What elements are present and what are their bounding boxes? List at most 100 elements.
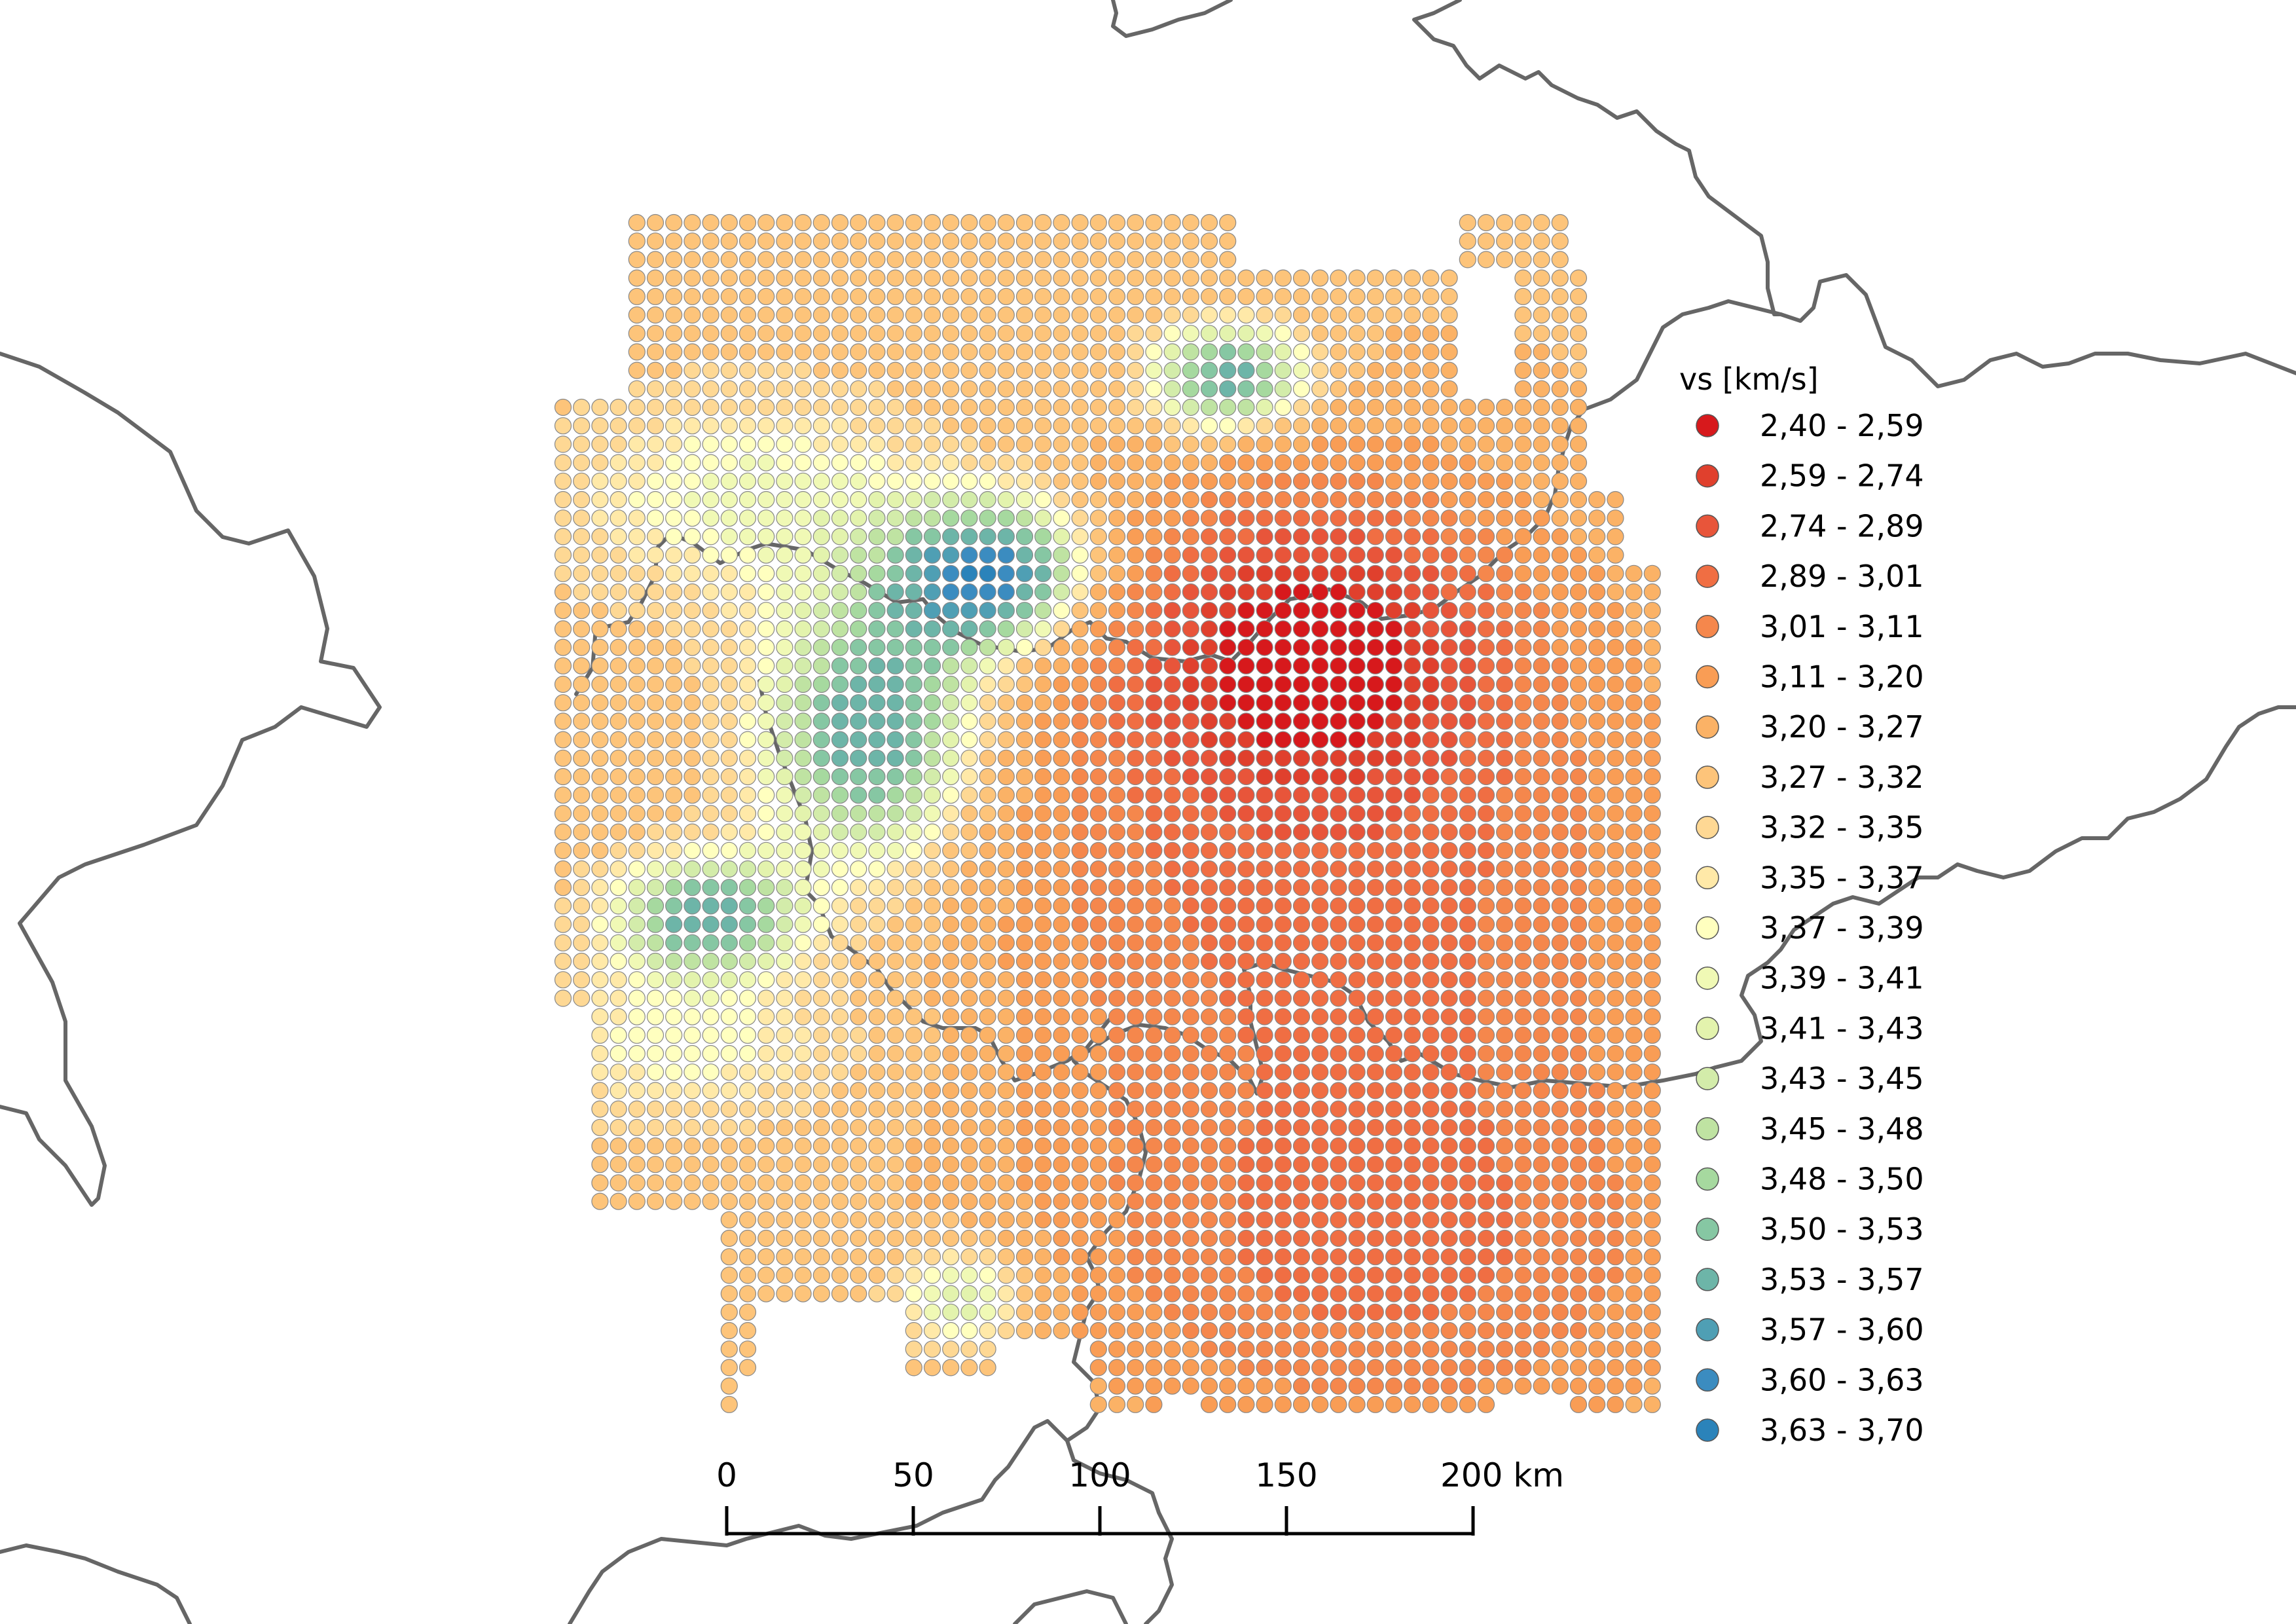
vs-dot xyxy=(776,417,793,435)
vs-dot xyxy=(702,287,720,305)
vs-dot xyxy=(1533,287,1550,305)
vs-dot xyxy=(1533,731,1550,748)
vs-dot xyxy=(665,1063,683,1081)
vs-dot xyxy=(1569,398,1588,416)
vs-dot xyxy=(1459,841,1476,859)
vs-dot xyxy=(610,1008,627,1025)
vs-dot xyxy=(1089,786,1107,804)
vs-dot xyxy=(1348,989,1366,1007)
vs-dot xyxy=(1182,509,1199,527)
vs-dot xyxy=(997,528,1015,545)
vs-dot xyxy=(1053,1266,1070,1284)
vs-dot xyxy=(942,1211,960,1228)
vs-dot xyxy=(1588,546,1606,564)
vs-dot xyxy=(1274,306,1292,324)
vs-dot xyxy=(868,380,886,397)
vs-dot xyxy=(1533,694,1550,712)
vs-dot xyxy=(1053,1063,1070,1081)
vs-dot xyxy=(702,490,720,509)
vs-dot xyxy=(923,638,941,656)
vs-dot xyxy=(683,251,701,268)
vs-dot xyxy=(683,361,701,379)
vs-dot xyxy=(1404,1082,1421,1099)
vs-dot xyxy=(1089,251,1107,268)
vs-dot xyxy=(1053,1044,1070,1063)
vs-dot xyxy=(1200,1340,1218,1358)
vs-dot xyxy=(1182,1137,1199,1155)
vs-dot xyxy=(720,934,738,951)
vs-dot xyxy=(812,1008,830,1025)
vs-dot xyxy=(683,897,701,915)
vs-dot xyxy=(1643,841,1661,859)
vs-dot xyxy=(1237,472,1255,490)
vs-dot xyxy=(591,398,609,416)
vs-dot xyxy=(1330,731,1347,748)
scale-bar-labels: 0 50 100 150 200 km xyxy=(716,1456,1564,1494)
vs-dot xyxy=(1385,1248,1403,1266)
vs-dot xyxy=(683,1156,701,1173)
vs-dot xyxy=(886,786,904,804)
vs-dot xyxy=(1274,1044,1292,1063)
vs-dot xyxy=(850,1044,867,1063)
vs-dot xyxy=(1514,694,1532,712)
vs-dot xyxy=(720,879,738,896)
vs-dot xyxy=(1422,380,1440,397)
vs-dot xyxy=(1459,435,1476,453)
vs-dot xyxy=(1108,1359,1126,1376)
vs-dot xyxy=(1145,657,1163,674)
vs-dot xyxy=(1145,1100,1163,1118)
vs-dot xyxy=(1219,325,1237,342)
vs-dot xyxy=(1145,490,1163,509)
vs-dot xyxy=(1514,1174,1532,1192)
vs-dot xyxy=(1551,1026,1569,1044)
vs-dot xyxy=(850,989,867,1007)
vs-dot xyxy=(720,232,738,250)
vs-dot xyxy=(1219,343,1237,361)
vs-dot xyxy=(573,767,591,786)
vs-dot xyxy=(1588,1063,1606,1081)
vs-dot xyxy=(720,786,738,804)
vs-dot xyxy=(1034,583,1052,601)
legend-label: 2,74 - 2,89 xyxy=(1760,508,1924,544)
vs-dot xyxy=(979,1137,996,1155)
vs-dot xyxy=(1477,1192,1495,1210)
vs-dot xyxy=(1533,213,1550,232)
vs-dot xyxy=(1477,1137,1495,1155)
vs-dot xyxy=(1477,1118,1495,1136)
vs-dot xyxy=(831,694,849,712)
vs-dot xyxy=(960,251,978,268)
vs-dot xyxy=(1533,528,1550,545)
vs-dot xyxy=(1404,620,1421,638)
vs-dot xyxy=(1237,1100,1255,1118)
vs-dot xyxy=(1274,287,1292,305)
vs-dot xyxy=(702,786,720,804)
vs-dot xyxy=(1643,675,1661,693)
scale-bar xyxy=(725,1506,1475,1536)
vs-dot xyxy=(1607,1192,1624,1210)
vs-dot xyxy=(720,343,738,361)
vs-dot xyxy=(1459,1118,1476,1136)
vs-dot xyxy=(1256,1008,1273,1025)
vs-dot xyxy=(1145,786,1163,804)
vs-dot xyxy=(702,1008,720,1025)
vs-dot xyxy=(942,472,960,490)
vs-dot xyxy=(960,417,978,435)
vs-dot xyxy=(1404,731,1421,748)
vs-dot xyxy=(665,380,683,397)
vs-dot xyxy=(1182,1174,1199,1192)
vs-dot xyxy=(1385,583,1403,601)
vs-dot xyxy=(1089,1359,1107,1376)
vs-dot xyxy=(1292,1100,1311,1118)
vs-dot xyxy=(1385,694,1403,712)
vs-dot xyxy=(1182,1044,1199,1063)
vs-dot xyxy=(1551,1377,1569,1395)
vs-dot xyxy=(905,435,922,453)
vs-dot xyxy=(1459,1248,1476,1266)
vs-dot xyxy=(628,934,646,951)
vs-dot xyxy=(1311,860,1329,878)
vs-dot xyxy=(1163,823,1181,841)
vs-dot xyxy=(665,583,683,601)
vs-dot xyxy=(868,1063,886,1081)
vs-dot xyxy=(757,915,775,933)
vs-dot xyxy=(868,1026,886,1044)
